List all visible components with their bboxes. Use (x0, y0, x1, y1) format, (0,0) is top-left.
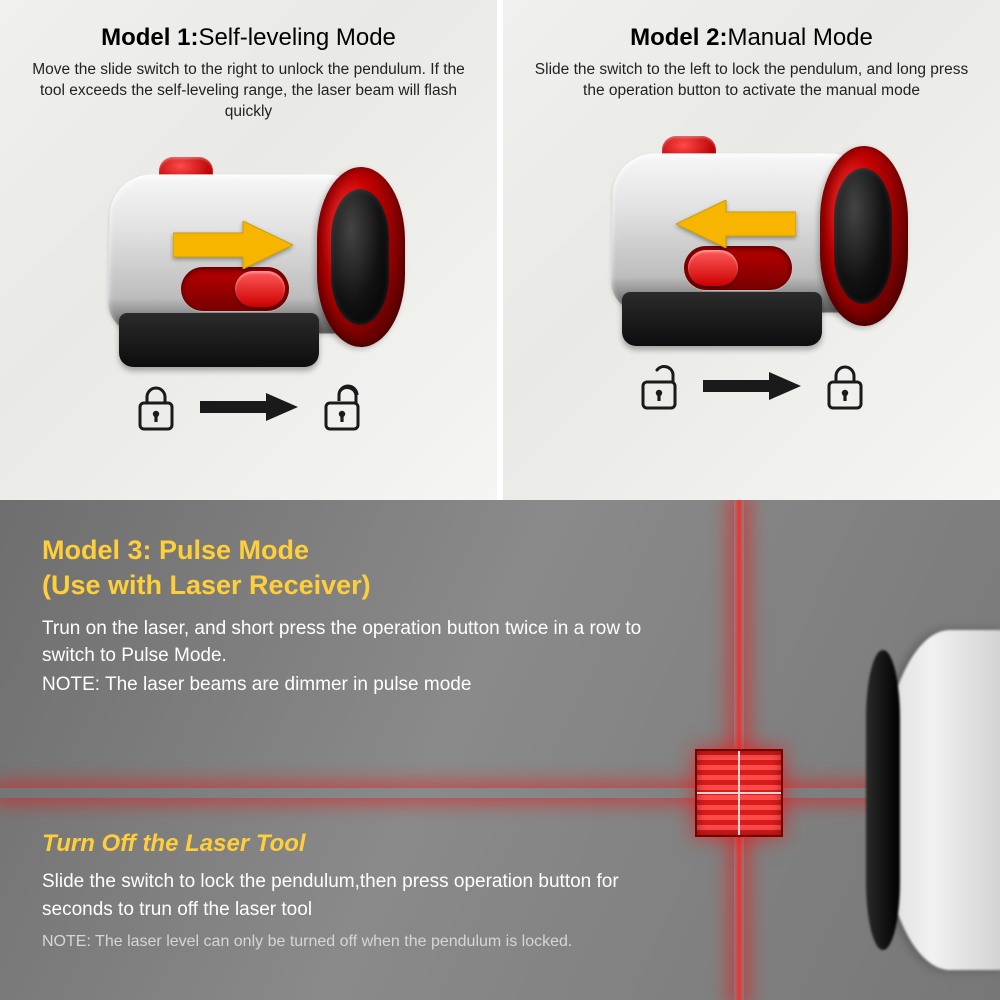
turn-off-desc: Slide the switch to lock the pendulum,th… (42, 868, 680, 923)
panel-model-3: Model 3: Pulse Mode (Use with Laser Rece… (0, 500, 1000, 1000)
device-base (622, 292, 822, 346)
lock-open-icon (637, 360, 681, 412)
panel-2-title-rest: Manual Mode (727, 24, 872, 51)
model-3-subtitle: (Use with Laser Receiver) (42, 570, 680, 601)
slide-switch-knob-right (235, 271, 285, 307)
model-3-note: NOTE: The laser beams are dimmer in puls… (42, 674, 680, 696)
panel-2-desc: Slide the switch to the left to lock the… (531, 60, 972, 102)
turn-off-title: Turn Off the Laser Tool (42, 830, 680, 858)
lock-row-1 (134, 381, 364, 433)
arrow-right-black-icon (703, 372, 801, 400)
lock-open-icon (320, 381, 364, 433)
turn-off-note: NOTE: The laser level can only be turned… (42, 933, 680, 951)
panel-2-title: Model 2:Manual Mode (630, 24, 873, 52)
device-partial-edge (880, 630, 1000, 970)
device-lens (834, 168, 892, 304)
panel-1-title: Model 1:Self-leveling Mode (101, 24, 396, 52)
top-row: Model 1:Self-leveling Mode Move the slid… (0, 0, 1000, 500)
arrow-right-icon (173, 221, 293, 269)
lock-row-2 (637, 360, 867, 412)
lock-closed-icon (823, 360, 867, 412)
panel-2-title-bold: Model 2: (630, 24, 727, 51)
lock-closed-icon (134, 381, 178, 433)
device-base (119, 313, 319, 367)
turn-off-text-block: Turn Off the Laser Tool Slide the switch… (42, 830, 680, 951)
device-illustration-2 (602, 120, 902, 350)
device-lens (331, 189, 389, 325)
panel-model-1: Model 1:Self-leveling Mode Move the slid… (0, 0, 497, 500)
panel-1-title-rest: Self-leveling Mode (198, 24, 395, 51)
device-illustration-1 (99, 141, 399, 371)
panel-1-title-bold: Model 1: (101, 24, 198, 51)
arrow-left-icon (676, 200, 796, 248)
laser-line-horizontal (0, 788, 1000, 798)
slide-switch-well (684, 246, 792, 290)
laser-target-plate (695, 749, 783, 837)
panel-model-2: Model 2:Manual Mode Slide the switch to … (503, 0, 1000, 500)
model-3-title: Model 3: Pulse Mode (42, 534, 680, 568)
panel-1-desc: Move the slide switch to the right to un… (28, 60, 469, 123)
slide-switch-well (181, 267, 289, 311)
infographic-root: Model 1:Self-leveling Mode Move the slid… (0, 0, 1000, 1000)
arrow-right-black-icon (200, 393, 298, 421)
model-3-text-block: Model 3: Pulse Mode (Use with Laser Rece… (42, 534, 680, 696)
model-3-desc: Trun on the laser, and short press the o… (42, 615, 680, 670)
slide-switch-knob-left (688, 250, 738, 286)
